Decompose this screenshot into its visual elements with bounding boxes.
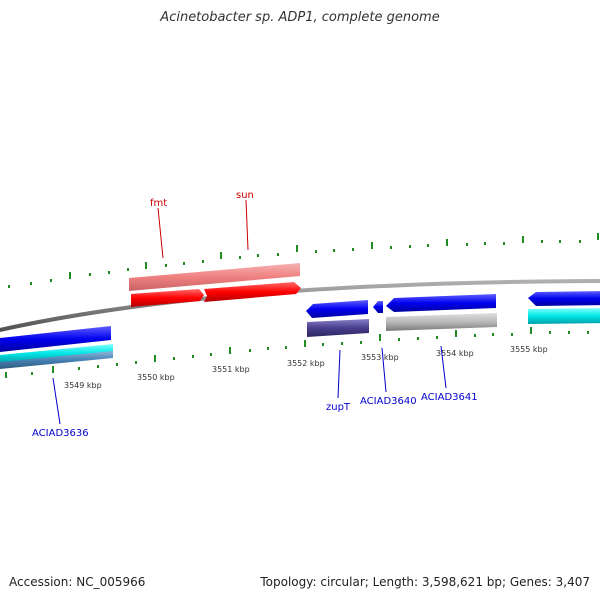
tick-label-3552: 3552 kbp	[287, 359, 325, 368]
aciad3641-feature-bar[interactable]	[386, 313, 497, 331]
fmt-gene-arrow[interactable]	[131, 289, 204, 307]
tick-label-3553: 3553 kbp	[361, 353, 399, 362]
fmt-leader-line	[157, 207, 164, 259]
aciad3640-gene-arrow[interactable]	[373, 301, 383, 313]
outer-tick-row	[8, 233, 599, 288]
aciad3640-leader-line	[381, 347, 387, 393]
tick-label-3554: 3554 kbp	[436, 349, 474, 358]
aciad3641-gene-arrow[interactable]	[386, 294, 496, 312]
aciad3641-leader-line	[440, 345, 447, 389]
accession-label: Accession: NC_005966	[9, 575, 146, 589]
tick-label-3551: 3551 kbp	[212, 365, 250, 374]
gene-label-zupT[interactable]: zupT	[326, 402, 351, 413]
gene-label-aciad3636[interactable]: ACIAD3636	[32, 428, 89, 439]
zupT-gene-arrow[interactable]	[306, 300, 368, 318]
aciad3636-leader-line	[52, 377, 61, 425]
tick-label-3549: 3549 kbp	[64, 381, 102, 390]
sun-leader-line	[245, 199, 249, 251]
fmt-feature-bar[interactable]	[129, 263, 300, 291]
aciad3636-feature-steel[interactable]	[0, 351, 113, 369]
gene-label-aciad3641[interactable]: ACIAD3641	[421, 392, 478, 403]
zupT-leader-line	[337, 349, 341, 399]
sun-gene-arrow[interactable]	[204, 282, 301, 302]
aciad3636-gene-arrow[interactable]	[0, 326, 111, 352]
inner-tick-row	[5, 327, 589, 378]
aciad3636-feature-cyan[interactable]	[0, 344, 113, 363]
gene-label-sun[interactable]: sun	[236, 190, 254, 201]
zupT-feature-bar[interactable]	[307, 319, 369, 337]
gene-label-aciad3640[interactable]: ACIAD3640	[360, 396, 417, 407]
genome-summary: Topology: circular; Length: 3,598,621 bp…	[260, 575, 590, 589]
tick-label-3550: 3550 kbp	[137, 373, 175, 382]
right-edge-feature-cyan[interactable]	[528, 308, 600, 324]
genome-title: Acinetobacter sp. ADP1, complete genome	[160, 10, 440, 25]
gene-label-fmt[interactable]: fmt	[150, 198, 167, 209]
right-edge-gene-arrow[interactable]	[528, 291, 600, 306]
tick-label-3555: 3555 kbp	[510, 345, 548, 354]
